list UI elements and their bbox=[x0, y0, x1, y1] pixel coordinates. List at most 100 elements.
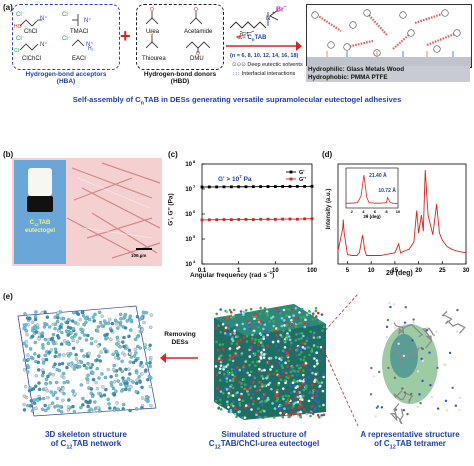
cube-atom bbox=[314, 306, 318, 310]
cube-atom bbox=[313, 408, 317, 411]
cube-atom bbox=[224, 317, 227, 321]
cube-atom bbox=[297, 332, 301, 336]
tetramer-atom bbox=[418, 393, 421, 396]
cube-atom bbox=[266, 398, 270, 401]
cube-atom bbox=[233, 329, 236, 333]
cube-atom bbox=[254, 364, 257, 367]
cube-atom bbox=[241, 399, 245, 403]
br-ion: Br− bbox=[276, 4, 287, 14]
cube-atom bbox=[255, 332, 258, 336]
network-atom bbox=[140, 385, 144, 390]
network-atom bbox=[85, 366, 89, 370]
rheology-series-line-1 bbox=[201, 218, 313, 221]
network-atom bbox=[85, 380, 90, 384]
cube-atom bbox=[233, 376, 237, 380]
network-atom bbox=[120, 359, 124, 364]
rheology-ytick-exp: 5 bbox=[193, 234, 196, 239]
hbd-mol-3: Thiourea bbox=[142, 56, 166, 62]
network-atom bbox=[54, 380, 59, 385]
svg-text:S: S bbox=[150, 31, 154, 37]
tetramer-atom bbox=[411, 339, 414, 342]
cube-atom bbox=[260, 382, 264, 386]
network-atom bbox=[107, 317, 112, 322]
cube-atom bbox=[270, 328, 274, 332]
network-atom bbox=[68, 362, 73, 367]
cube-atom bbox=[284, 381, 287, 385]
rheology-point-1 bbox=[303, 217, 307, 221]
cube-atom bbox=[294, 306, 298, 310]
cube-atom bbox=[283, 407, 286, 410]
cube-atom bbox=[238, 401, 241, 405]
network-atom bbox=[118, 367, 122, 371]
cube-atom bbox=[216, 348, 220, 352]
network-atom bbox=[49, 348, 54, 352]
tetramer-chain bbox=[389, 403, 404, 424]
network-atom bbox=[114, 373, 119, 378]
cube-atom bbox=[318, 416, 321, 419]
rheology-point-0 bbox=[222, 185, 226, 189]
cube-atom bbox=[259, 322, 263, 326]
hbd-box bbox=[136, 4, 224, 70]
rheology-legend-label-0: G' bbox=[299, 170, 305, 176]
caption-network: 3D skeleton structure of C12TAB network bbox=[12, 430, 160, 453]
cube-atom bbox=[255, 413, 258, 416]
cube-atom bbox=[279, 358, 283, 362]
cube-atom bbox=[242, 369, 246, 373]
cube-atom bbox=[301, 363, 305, 367]
network-atom bbox=[61, 371, 66, 376]
cube-atom bbox=[253, 376, 257, 380]
cube-atom bbox=[287, 374, 290, 378]
cube-atom bbox=[299, 321, 303, 325]
network-atom bbox=[37, 354, 41, 358]
network-atom bbox=[111, 386, 116, 391]
network-atom bbox=[79, 405, 83, 410]
schematic-drawing bbox=[307, 9, 471, 67]
cube-atom bbox=[271, 402, 274, 405]
network-atom bbox=[140, 372, 144, 376]
cube-atom bbox=[250, 396, 253, 400]
network-atom bbox=[104, 350, 108, 354]
network-atom bbox=[148, 343, 152, 347]
cube-atom bbox=[259, 357, 263, 360]
cube-atom bbox=[226, 370, 230, 373]
cube-atom bbox=[236, 347, 239, 350]
cube-atom bbox=[311, 371, 314, 375]
cube-atom bbox=[238, 403, 242, 407]
cube-atom bbox=[238, 368, 242, 372]
network-atom bbox=[73, 363, 78, 368]
network-atom bbox=[65, 365, 69, 370]
cube-atom bbox=[266, 344, 269, 348]
rheology-ytick-label: 10 bbox=[185, 162, 192, 168]
network-atom bbox=[34, 310, 38, 314]
cube-atom bbox=[301, 345, 305, 349]
tetramer-atom bbox=[402, 408, 406, 412]
tetramer-atom bbox=[444, 399, 448, 403]
rheology-xtick-label: 100 bbox=[307, 268, 318, 274]
cube-atom bbox=[295, 333, 298, 336]
hba-abbr: (HBA) bbox=[56, 78, 76, 85]
network-atom bbox=[114, 322, 119, 326]
network-atom bbox=[140, 327, 144, 332]
network-atom bbox=[36, 323, 40, 327]
cube-atom bbox=[253, 352, 257, 355]
network-atom bbox=[29, 399, 34, 403]
cube-atom bbox=[241, 313, 245, 317]
main-title: Self-assembly of CnTAB in DESs generatin… bbox=[0, 95, 474, 107]
network-atom bbox=[116, 379, 120, 383]
network-atom bbox=[46, 341, 51, 346]
cube-atom bbox=[276, 340, 280, 343]
network-atom bbox=[95, 386, 100, 391]
network-atom bbox=[34, 330, 38, 334]
hba-box bbox=[12, 4, 120, 70]
network-atom bbox=[24, 344, 29, 348]
cube-atom bbox=[233, 353, 236, 356]
network-atom bbox=[65, 379, 70, 384]
network-atom bbox=[82, 333, 87, 337]
network-atom bbox=[149, 313, 153, 317]
svg-text:N⁺: N⁺ bbox=[86, 41, 94, 48]
network-atom bbox=[98, 392, 103, 396]
rheology-xlabel-text: Angular frequency (rad s bbox=[190, 272, 267, 280]
network-atom bbox=[111, 352, 115, 357]
cube-atom bbox=[316, 345, 320, 349]
network-atom bbox=[148, 358, 153, 362]
